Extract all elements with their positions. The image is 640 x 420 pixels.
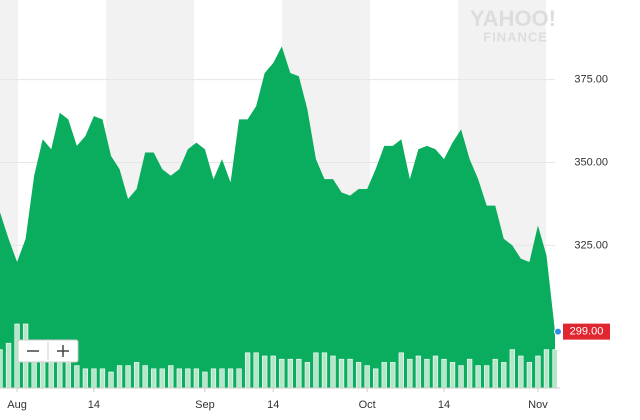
x-tick-label: 14 [438, 399, 450, 411]
volume-bar [125, 365, 131, 389]
volume-bar [330, 355, 336, 389]
volume-bar [475, 365, 481, 389]
volume-bar [313, 352, 319, 389]
volume-bar [99, 368, 106, 389]
volume-bar [415, 355, 422, 389]
volume-bar [381, 362, 387, 389]
volume-bar [5, 342, 12, 389]
x-tick-label: 14 [88, 399, 100, 411]
y-tick-label: 325.00 [574, 239, 608, 251]
volume-bar [151, 368, 157, 389]
volume-bar [535, 355, 541, 389]
volume-bar [142, 365, 148, 389]
volume-bar [74, 365, 80, 389]
volume-bar [518, 355, 524, 389]
volume-bar [373, 368, 379, 389]
volume-bar [253, 352, 259, 389]
volume-bar [492, 358, 498, 389]
y-tick-label: 375.00 [574, 73, 608, 85]
x-tick-label: Nov [528, 399, 548, 411]
price-area [0, 46, 555, 389]
volume-bar [432, 355, 439, 389]
zoom-control[interactable] [17, 339, 79, 363]
volume-bar [543, 349, 550, 389]
volume-bar [398, 352, 404, 389]
volume-bar [0, 349, 3, 389]
logo-subtitle: FINANCE [483, 29, 548, 44]
volume-bar [40, 358, 46, 389]
volume-bar [185, 368, 191, 389]
volume-bar [227, 368, 234, 389]
volume-bar [364, 365, 370, 389]
volume-bar [407, 358, 413, 389]
volume-bar [65, 362, 71, 389]
volume-bar [48, 362, 54, 389]
volume-bar [501, 362, 507, 389]
volume-bar [458, 365, 464, 389]
volume-bar [262, 355, 268, 389]
volume-bar [449, 362, 456, 389]
x-tick-label: Aug [7, 399, 27, 411]
volume-bar [338, 358, 345, 389]
volume-bar [202, 371, 208, 389]
volume-bar [321, 352, 328, 389]
volume-bar [526, 362, 533, 389]
volume-bar [210, 368, 217, 389]
last-price-label: 299.00 [570, 326, 604, 338]
volume-bar [82, 368, 89, 389]
volume-bar [159, 368, 165, 389]
volume-bar [176, 368, 182, 389]
volume-bar [552, 349, 558, 389]
volume-bar [484, 365, 490, 389]
volume-bar [133, 362, 140, 389]
volume-bar [116, 365, 123, 389]
volume-bar [287, 358, 293, 389]
volume-bar [270, 355, 276, 389]
last-price-tag [563, 323, 610, 340]
volume-bar [108, 371, 114, 389]
volume-bar [509, 349, 515, 389]
volume-bar [347, 358, 353, 389]
volume-bar [279, 358, 285, 389]
volume-bar [236, 368, 242, 389]
volume-bar [466, 358, 473, 389]
volume-bar [441, 358, 447, 389]
volume-bar [219, 368, 225, 389]
x-tick-label: Sep [195, 399, 215, 411]
volume-bar [304, 362, 311, 389]
volume-bar [296, 358, 302, 389]
volume-bar [424, 358, 430, 389]
x-tick-label: 14 [267, 399, 279, 411]
volume-bar [57, 358, 63, 389]
volume-bar [244, 352, 251, 389]
volume-bar [91, 368, 97, 389]
logo: YAHOO! [470, 6, 556, 31]
volume-bar [390, 362, 396, 389]
volume-bar [355, 362, 362, 389]
x-tick-label: Oct [359, 399, 376, 411]
plot-area [0, 46, 558, 389]
y-tick-label: 350.00 [574, 156, 608, 168]
last-price-marker [554, 327, 562, 336]
volume-bar [168, 365, 174, 389]
volume-bar [193, 368, 200, 389]
